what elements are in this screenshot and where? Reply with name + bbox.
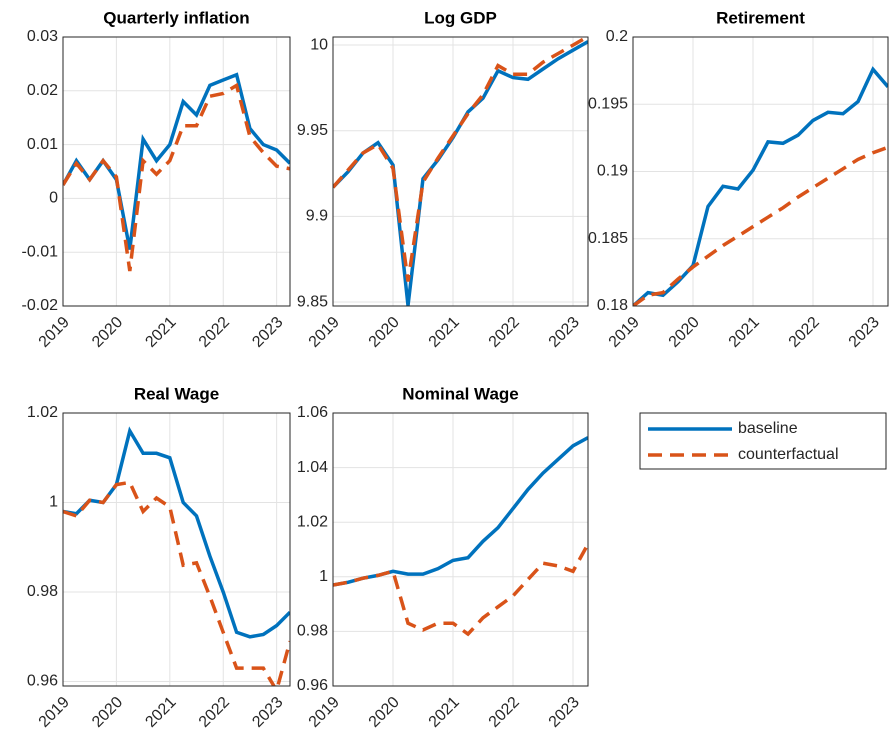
x-tick-label: 2021 (426, 314, 463, 351)
y-tick-label: 1 (319, 568, 328, 585)
axes-frame (332, 412, 589, 687)
axes-frame (632, 36, 889, 307)
x-tick-label: 2023 (546, 694, 583, 731)
y-tick-label: 0.96 (297, 677, 328, 694)
x-tick-label: 2022 (786, 314, 823, 351)
chart-title: Quarterly inflation (103, 8, 249, 27)
x-tick-label: 2021 (426, 694, 463, 731)
series-line (633, 66, 888, 306)
x-tick-label: 2019 (306, 694, 343, 731)
x-tick-label: 2019 (306, 314, 343, 351)
y-tick-label: 1.06 (297, 404, 328, 421)
x-tick-label: 2020 (89, 314, 126, 351)
x-tick-label: 2020 (366, 314, 403, 351)
x-tick-label: 2020 (366, 694, 403, 731)
y-tick-label: 1.02 (27, 404, 58, 421)
x-tick-label: 2022 (196, 314, 233, 351)
axes-frame (62, 412, 291, 687)
y-tick-label: 0.96 (27, 673, 58, 690)
x-tick-label: 2023 (249, 694, 286, 731)
x-tick-label: 2023 (846, 314, 883, 351)
x-tick-label: 2023 (249, 314, 286, 351)
y-tick-label: -0.01 (22, 243, 59, 260)
y-tick-label: 9.9 (306, 208, 328, 225)
chart-title: Log GDP (424, 8, 497, 27)
x-tick-label: 2023 (546, 314, 583, 351)
x-tick-label: 2021 (726, 314, 763, 351)
y-tick-label: 9.95 (297, 122, 328, 139)
x-tick-label: 2022 (196, 694, 233, 731)
series-line (63, 72, 290, 250)
y-tick-label: 1 (49, 494, 58, 511)
y-tick-label: -0.02 (22, 297, 59, 314)
chart-title: Retirement (716, 8, 805, 27)
y-tick-label: 0.195 (588, 95, 628, 112)
x-tick-label: 2019 (606, 314, 643, 351)
x-tick-label: 2020 (666, 314, 703, 351)
y-tick-label: 0.18 (597, 297, 628, 314)
y-tick-label: 9.85 (297, 293, 328, 310)
x-tick-label: 2022 (486, 694, 523, 731)
x-tick-label: 2021 (142, 314, 179, 351)
y-tick-label: 0.19 (597, 163, 628, 180)
legend-box (639, 412, 887, 470)
x-tick-label: 2022 (486, 314, 523, 351)
x-tick-label: 2021 (142, 694, 179, 731)
x-tick-label: 2020 (89, 694, 126, 731)
legend-label: baseline (738, 420, 798, 437)
x-tick-label: 2019 (36, 694, 73, 731)
y-tick-label: 0.02 (27, 82, 58, 99)
chart-title: Real Wage (134, 384, 219, 403)
series-line (333, 543, 588, 637)
axes-frame (62, 36, 291, 307)
series-line (333, 436, 588, 587)
series-line (333, 37, 588, 282)
y-tick-label: 1.02 (297, 513, 328, 530)
y-tick-label: 0.01 (27, 136, 58, 153)
series-line (633, 145, 888, 306)
y-tick-label: 0.03 (27, 28, 58, 45)
series-line (63, 480, 290, 686)
y-tick-label: 0.185 (588, 230, 628, 247)
x-tick-label: 2019 (36, 314, 73, 351)
y-tick-label: 1.04 (297, 459, 328, 476)
y-tick-label: 0.2 (606, 28, 628, 45)
chart-title: Nominal Wage (402, 384, 519, 403)
legend-label: counterfactual (738, 446, 839, 463)
series-line (63, 82, 290, 272)
y-tick-label: 0.98 (27, 583, 58, 600)
y-tick-label: 0 (49, 190, 58, 207)
y-tick-label: 0.98 (297, 623, 328, 640)
axes-frame (332, 36, 589, 307)
series-line (333, 40, 588, 306)
y-tick-label: 10 (310, 36, 328, 53)
